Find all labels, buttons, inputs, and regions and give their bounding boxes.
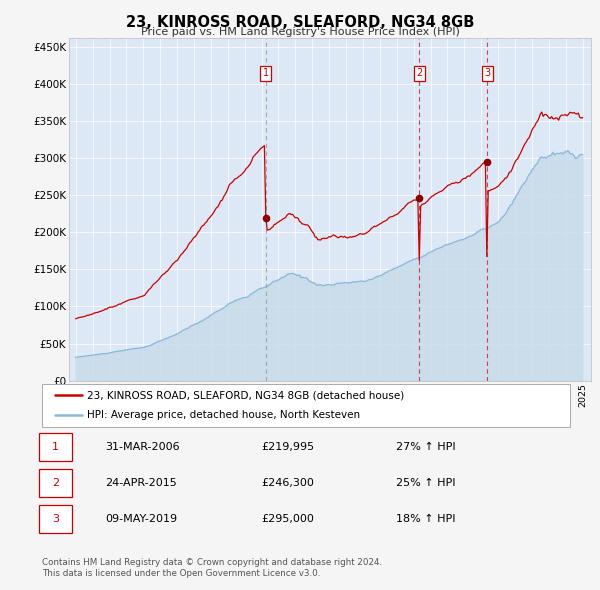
Text: 1: 1 — [263, 68, 269, 78]
Text: £246,300: £246,300 — [261, 478, 314, 488]
Text: Price paid vs. HM Land Registry's House Price Index (HPI): Price paid vs. HM Land Registry's House … — [140, 27, 460, 37]
Text: 09-MAY-2019: 09-MAY-2019 — [105, 514, 177, 524]
Text: Contains HM Land Registry data © Crown copyright and database right 2024.
This d: Contains HM Land Registry data © Crown c… — [42, 558, 382, 578]
Text: £219,995: £219,995 — [261, 442, 314, 453]
Text: 31-MAR-2006: 31-MAR-2006 — [105, 442, 179, 453]
Text: £295,000: £295,000 — [261, 514, 314, 524]
Text: 2: 2 — [416, 68, 422, 78]
Text: 2: 2 — [52, 478, 59, 488]
Text: 24-APR-2015: 24-APR-2015 — [105, 478, 177, 488]
Text: 3: 3 — [52, 514, 59, 524]
Text: 27% ↑ HPI: 27% ↑ HPI — [396, 442, 455, 453]
Text: 3: 3 — [484, 68, 491, 78]
Text: 23, KINROSS ROAD, SLEAFORD, NG34 8GB (detached house): 23, KINROSS ROAD, SLEAFORD, NG34 8GB (de… — [87, 390, 404, 400]
Text: 25% ↑ HPI: 25% ↑ HPI — [396, 478, 455, 488]
Text: 1: 1 — [52, 442, 59, 453]
Text: 23, KINROSS ROAD, SLEAFORD, NG34 8GB: 23, KINROSS ROAD, SLEAFORD, NG34 8GB — [126, 15, 474, 30]
Text: 18% ↑ HPI: 18% ↑ HPI — [396, 514, 455, 524]
FancyBboxPatch shape — [42, 384, 570, 427]
Text: HPI: Average price, detached house, North Kesteven: HPI: Average price, detached house, Nort… — [87, 410, 360, 420]
